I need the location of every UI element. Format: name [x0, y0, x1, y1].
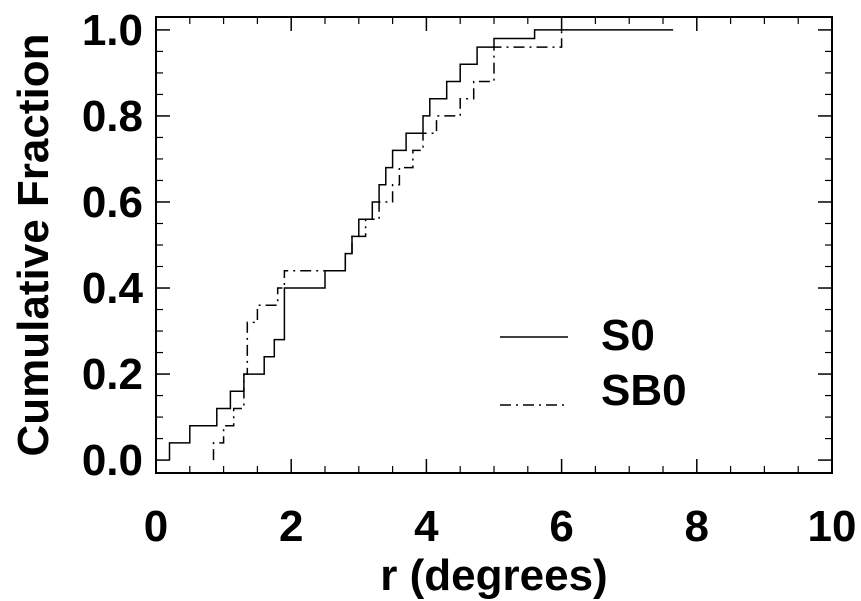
x-tick-labels: 0 2 4 6 8 10: [144, 502, 857, 551]
y-tick-label: 0.6: [82, 178, 143, 227]
x-tick-label: 10: [808, 502, 857, 551]
legend-label-sb0: SB0: [601, 366, 687, 415]
y-tick-label: 0.4: [82, 264, 144, 313]
x-tick-label: 4: [414, 502, 439, 551]
y-tick-label: 0.2: [82, 350, 143, 399]
y-tick-label: 0.8: [82, 92, 143, 141]
x-tick-label: 6: [549, 502, 573, 551]
series-line-sb0: [212, 29, 563, 461]
axis-ticks: [155, 17, 833, 473]
y-tick-label: 1.0: [82, 6, 143, 55]
plot-frame: [155, 16, 833, 474]
x-axis-title: r (degrees): [380, 551, 607, 600]
legend: S0 SB0: [500, 311, 687, 415]
series-layer: [168, 29, 674, 461]
legend-label-s0: S0: [601, 311, 655, 360]
y-tick-label: 0.0: [82, 436, 143, 485]
y-axis-title: Cumulative Fraction: [9, 34, 58, 457]
y-tick-labels: 0.0 0.2 0.4 0.6 0.8 1.0: [82, 6, 144, 485]
x-tick-label: 2: [279, 502, 303, 551]
series-line-s0: [168, 29, 674, 461]
x-tick-label: 0: [144, 502, 168, 551]
x-tick-label: 8: [685, 502, 709, 551]
